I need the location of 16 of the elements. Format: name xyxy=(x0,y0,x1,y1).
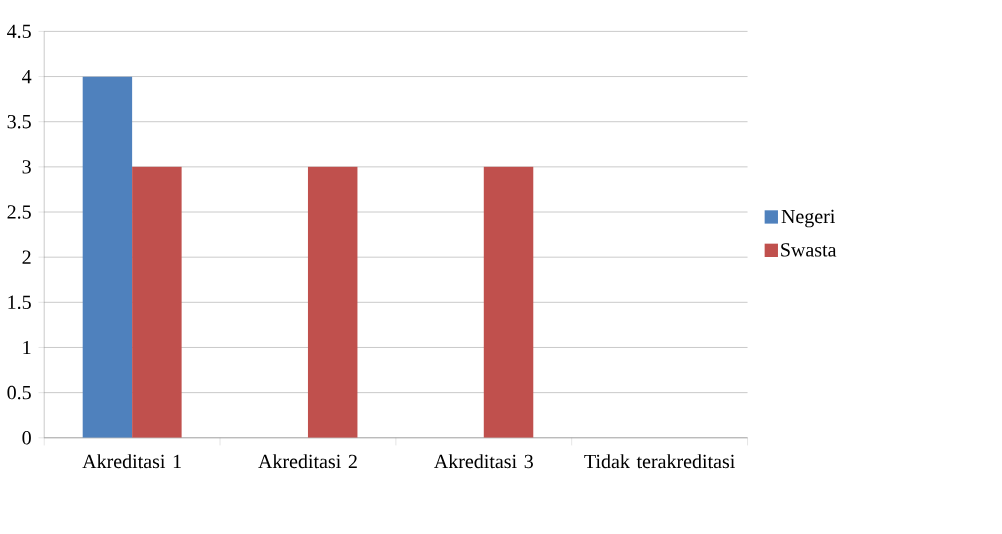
legend-label: Swasta xyxy=(781,243,837,257)
y-tick-label: 1.5 xyxy=(8,295,31,310)
y-tick-label: 1 xyxy=(23,340,31,355)
y-tick-label: 3.5 xyxy=(7,115,31,129)
y-tick-label: 4.5 xyxy=(7,24,31,39)
x-tick-label: Akreditasi 2 xyxy=(258,454,357,469)
y-tick-label: 2.5 xyxy=(7,205,31,219)
y-tick-label: 2 xyxy=(22,250,31,264)
y-tick-label: 3 xyxy=(22,160,31,174)
x-tick-label: Akreditasi 3 xyxy=(434,454,533,469)
x-tick-label: Akreditasi 1 xyxy=(82,454,181,469)
legend-label: Negeri xyxy=(781,209,835,228)
x-tick-label: Tidak terakreditasi xyxy=(584,454,735,469)
y-tick-label: 4 xyxy=(22,70,32,84)
y-tick-label: 0 xyxy=(22,431,31,445)
y-tick-label: 0.5 xyxy=(7,385,31,400)
